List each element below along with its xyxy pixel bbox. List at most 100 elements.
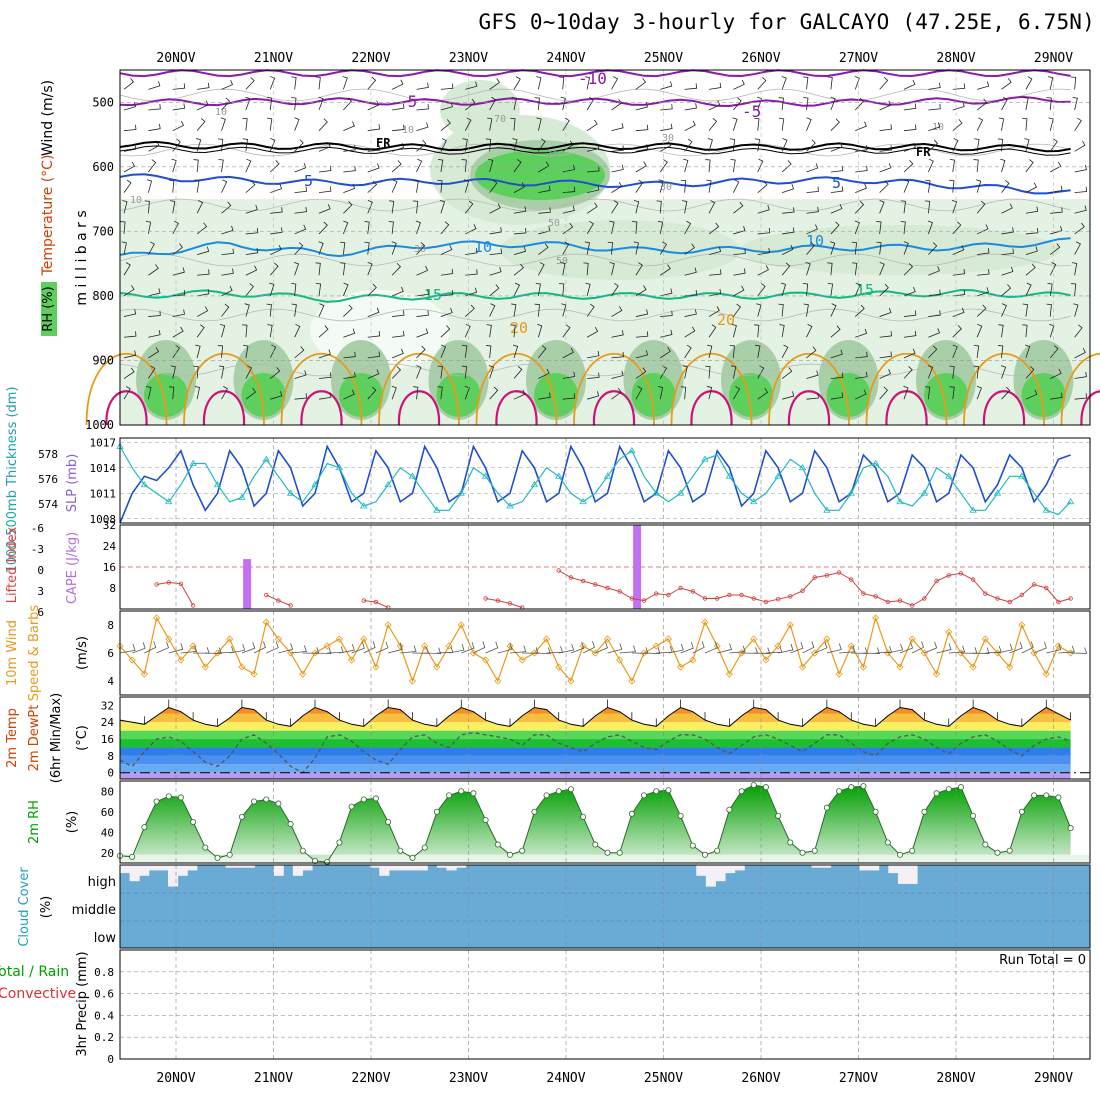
wind-barb — [412, 200, 419, 214]
wind-barb — [538, 368, 550, 379]
rh-marker — [750, 782, 757, 789]
wind-barb — [194, 386, 200, 400]
wind-barb — [343, 328, 356, 338]
wind-barb — [343, 372, 356, 379]
wind-barb — [1071, 262, 1078, 276]
wind-barb-10m — [753, 647, 771, 654]
temp-band-2 — [120, 755, 1071, 765]
wind-barb — [245, 77, 255, 90]
wind-speed-marker — [494, 677, 502, 685]
wind-barb-10m — [899, 641, 914, 654]
isotherm-15 — [119, 288, 1071, 303]
cloud-tick-middle: middle — [72, 903, 116, 918]
wind-barb — [416, 310, 429, 317]
wind-barb-10m — [400, 645, 417, 654]
wind-barb — [733, 386, 741, 400]
wind-barb — [830, 241, 836, 255]
wind-speed-marker — [945, 628, 953, 636]
thickness-marker — [506, 502, 514, 509]
wind-speed-marker — [872, 614, 880, 622]
isotherm-25-arch-6 — [690, 390, 733, 426]
wind-barb — [659, 365, 668, 379]
wind-speed-marker — [786, 621, 794, 629]
wind-barb-10m — [619, 645, 637, 654]
wind-barb — [463, 179, 470, 193]
wind-barb — [367, 369, 380, 379]
wind-barb — [729, 345, 735, 358]
wind-barb — [903, 348, 916, 359]
label-rh-3: 70 — [494, 114, 506, 125]
wind-barb — [756, 303, 762, 317]
wind-barb — [779, 324, 785, 338]
wind-barb — [879, 331, 892, 338]
wind-barb — [416, 82, 429, 90]
wind-barb — [294, 224, 307, 235]
cloud-gap — [859, 865, 870, 871]
wind-barb — [294, 393, 308, 400]
wind-barb — [1000, 158, 1006, 173]
wind-barb — [973, 365, 979, 379]
rh-day-core-4 — [534, 373, 578, 417]
rh-marker — [251, 798, 258, 805]
rh-marker — [202, 844, 209, 851]
isotherm-25-arch-2 — [300, 390, 343, 426]
cloud-gap — [398, 865, 409, 871]
wind-barb — [364, 241, 370, 255]
panel-frame-2 — [119, 524, 1091, 610]
wind-barb — [197, 246, 210, 255]
wind-barb — [367, 331, 381, 338]
wind-barb — [1072, 96, 1078, 111]
panel-bg-7 — [120, 950, 1090, 1059]
wind-barb — [123, 350, 137, 359]
rh-day-core-0 — [144, 373, 188, 417]
rh-contour-5 — [119, 363, 1071, 377]
wind-barb — [830, 186, 844, 194]
rh-marker — [945, 786, 952, 793]
wind-barb — [977, 248, 990, 255]
wind-barb — [998, 324, 1004, 338]
wind-barb — [538, 226, 551, 235]
temp-band-7 — [120, 713, 1071, 723]
wind-barb-10m — [924, 641, 938, 654]
wind-barb — [706, 179, 712, 193]
wind-barb — [635, 386, 643, 400]
wind-barb — [242, 324, 248, 338]
wind-barb — [611, 76, 619, 90]
thickness-marker — [384, 480, 392, 488]
wind-barb — [416, 365, 422, 379]
wind-barb — [854, 304, 865, 317]
wind-barb — [806, 163, 819, 173]
cloud-gap — [235, 865, 246, 868]
cloud-gap — [225, 865, 236, 868]
wind-barb — [778, 117, 785, 131]
wind-speed-marker — [201, 663, 209, 671]
wind-speed-marker — [1006, 663, 1014, 671]
wind-barb — [802, 283, 809, 296]
wind-barb — [437, 365, 443, 379]
wind-speed-marker — [408, 677, 417, 685]
wind-barb — [367, 180, 378, 193]
wind-barb — [587, 166, 600, 173]
wind-barb — [195, 344, 201, 358]
wind-barb — [806, 242, 815, 255]
wind-barb — [682, 200, 688, 214]
label-rh-6: 70 — [546, 150, 558, 161]
wind-barb — [560, 262, 566, 276]
wind-speed-marker — [932, 670, 941, 678]
wind-speed-marker — [701, 618, 709, 626]
cloud-gap — [139, 865, 150, 876]
rh-marker — [494, 841, 501, 848]
wind-barb — [1074, 324, 1083, 338]
wind-barb — [586, 326, 599, 338]
cloud-gap — [734, 865, 745, 871]
rh-marker — [299, 847, 306, 854]
wind-barb — [318, 165, 332, 173]
wind-speed-marker — [250, 670, 258, 678]
wind-barb — [1001, 248, 1014, 255]
wind-barb — [806, 393, 819, 400]
wind-barb — [949, 159, 955, 173]
wind-barb — [1022, 117, 1028, 131]
wind-barb — [607, 241, 613, 255]
date-label-bottom-26NOV: 26NOV — [741, 1071, 780, 1086]
wind-barb — [952, 245, 965, 255]
